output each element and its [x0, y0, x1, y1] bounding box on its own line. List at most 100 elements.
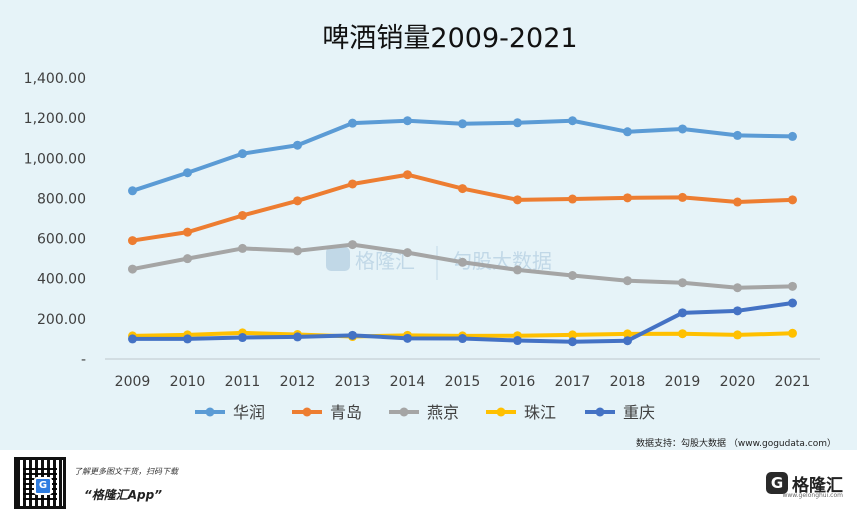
data-point: [788, 328, 797, 338]
x-tick-label: 2014: [390, 374, 426, 390]
data-point: [293, 196, 302, 206]
data-point: [733, 197, 742, 207]
series-line: [130, 118, 795, 193]
x-tick-label: 2010: [170, 374, 206, 390]
data-point: [568, 194, 577, 204]
legend-marker: [399, 407, 409, 417]
data-point: [568, 271, 577, 281]
chart-title: 啤酒销量2009-2021: [322, 23, 577, 54]
x-tick-label: 2015: [445, 374, 481, 390]
data-point: [348, 240, 357, 250]
brand-name: 格隆汇: [792, 475, 843, 496]
data-point: [238, 333, 247, 343]
data-point: [238, 210, 247, 220]
legend-marker: [496, 407, 506, 417]
qr-code-icon[interactable]: G: [14, 457, 66, 509]
data-point: [623, 193, 632, 203]
data-point: [403, 248, 412, 258]
brand-icon: G: [766, 472, 788, 494]
legend-marker: [205, 407, 215, 417]
data-point: [238, 243, 247, 253]
data-point: [513, 195, 522, 205]
data-point: [128, 334, 137, 344]
data-point: [788, 131, 797, 141]
legend-marker: [595, 407, 605, 417]
y-tick-label: -: [81, 352, 86, 368]
data-point: [458, 184, 467, 194]
y-tick-label: 1,000.00: [24, 151, 86, 167]
data-point: [678, 278, 687, 288]
y-tick-label: 600.00: [37, 232, 86, 248]
data-point: [403, 170, 412, 180]
x-tick-label: 2009: [115, 374, 151, 390]
chart: 啤酒销量2009-2021 格隆汇 勾股大数据 1,400.00 1,200.00…: [24, 23, 836, 449]
data-point: [623, 127, 632, 137]
data-point: [788, 195, 797, 205]
legend-item: 青岛: [292, 403, 362, 422]
series-重庆: [128, 298, 797, 347]
x-tick-label: 2020: [720, 374, 756, 390]
x-tick-label: 2018: [610, 374, 646, 390]
data-point: [788, 298, 797, 308]
legend-label: 青岛: [330, 403, 362, 422]
data-point: [293, 140, 302, 150]
data-point: [403, 333, 412, 343]
y-tick-label: 200.00: [37, 312, 86, 328]
data-point: [788, 281, 797, 291]
brand-logo: G 格隆汇 www.gelonghui.com: [766, 470, 843, 499]
data-point: [293, 332, 302, 342]
source-note: 数据支持：勾股大数据 （www.gogudata.com）: [636, 437, 836, 449]
footer: G 了解更多图文干货，扫码下载 “格隆汇App” G 格隆汇 www.gelon…: [0, 450, 857, 531]
legend-item: 重庆: [585, 403, 655, 422]
data-point: [128, 186, 137, 196]
watermark: 格隆汇 勾股大数据: [326, 246, 552, 280]
data-point: [348, 118, 357, 128]
legend-label: 重庆: [623, 403, 655, 422]
data-point: [733, 130, 742, 140]
qr-logo-icon: G: [34, 477, 52, 495]
promo-text: 了解更多图文干货，扫码下载: [74, 467, 178, 476]
data-point: [623, 336, 632, 346]
x-tick-label: 2016: [500, 374, 536, 390]
data-point: [458, 334, 467, 344]
data-point: [733, 283, 742, 293]
data-point: [183, 168, 192, 178]
data-point: [183, 227, 192, 237]
data-point: [238, 149, 247, 159]
x-tick-label: 2011: [225, 374, 261, 390]
series-燕京: [128, 240, 797, 293]
brand-url: www.gelonghui.com: [782, 492, 843, 499]
x-tick-label: 2021: [775, 374, 811, 390]
series-华润: [128, 116, 797, 196]
legend-marker: [302, 407, 312, 417]
watermark-logo-icon: [326, 247, 350, 271]
data-point: [513, 118, 522, 128]
x-tick-label: 2017: [555, 374, 591, 390]
data-point: [678, 192, 687, 202]
data-point: [293, 246, 302, 256]
x-tick-label: 2019: [665, 374, 701, 390]
data-point: [513, 336, 522, 346]
series-青岛: [128, 170, 797, 246]
data-point: [348, 330, 357, 340]
data-point: [403, 116, 412, 126]
data-point: [678, 329, 687, 339]
data-point: [678, 308, 687, 318]
data-point: [568, 330, 577, 340]
data-point: [128, 264, 137, 274]
data-point: [183, 254, 192, 264]
legend-label: 华润: [233, 403, 265, 422]
y-tick-label: 1,400.00: [24, 71, 86, 87]
data-point: [568, 116, 577, 126]
data-point: [183, 334, 192, 344]
data-point: [733, 306, 742, 316]
data-point: [458, 119, 467, 129]
y-tick-label: 800.00: [37, 191, 86, 207]
data-point: [623, 329, 632, 339]
y-tick-label: 400.00: [37, 272, 86, 288]
legend-item: 华润: [195, 403, 265, 422]
data-point: [623, 276, 632, 286]
data-point: [348, 179, 357, 189]
legend-label: 燕京: [427, 403, 459, 422]
legend-item: 珠江: [486, 403, 556, 422]
